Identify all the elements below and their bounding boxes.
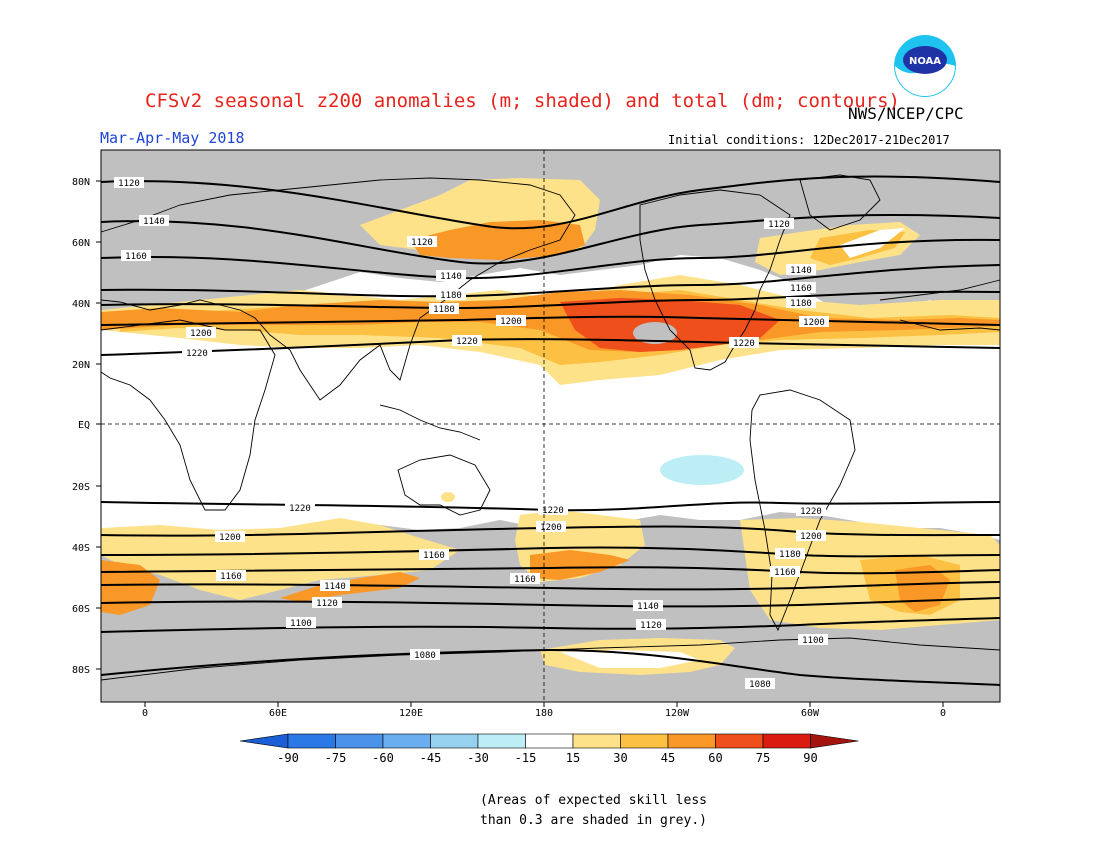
colorbar-arrow-low	[239, 733, 289, 749]
skill-note: (Areas of expected skill less than 0.3 a…	[480, 791, 707, 831]
colorbar-swatch	[667, 733, 716, 749]
colorbar-label: 75	[756, 751, 770, 765]
contour-label: 1220	[733, 339, 755, 349]
contour-label: 1140	[790, 266, 812, 276]
colorbar-swatch	[287, 733, 336, 749]
lon-label: 0	[940, 708, 946, 719]
colorbar-label: 60	[708, 751, 722, 765]
colorbar-swatch	[525, 733, 574, 749]
colorbar-label: -30	[467, 751, 489, 765]
contour-label: 1160	[423, 551, 445, 561]
colorbar-swatch	[477, 733, 526, 749]
colorbar-label: -45	[420, 751, 442, 765]
lon-label: 120W	[665, 708, 690, 719]
contour-label: 1220	[289, 504, 311, 514]
contour-label: 1200	[500, 317, 522, 327]
lat-label: 60S	[72, 604, 90, 615]
contour-label: 1220	[800, 507, 822, 517]
contour-label: 1160	[220, 572, 242, 582]
contour-label: 1220	[456, 337, 478, 347]
colorbar-label: -75	[325, 751, 347, 765]
contour-label: 1160	[125, 252, 147, 262]
contour-label: 1120	[768, 220, 790, 230]
contour-label: 1120	[118, 179, 140, 189]
season-label: Mar-Apr-May 2018	[100, 129, 245, 147]
lat-label: 80N	[72, 177, 90, 188]
lat-label: 60N	[72, 238, 90, 249]
contour-label: 1080	[414, 651, 436, 661]
colorbar-arrow-high	[810, 733, 859, 749]
initial-conditions-label: Initial conditions: 12Dec2017-21Dec2017	[668, 133, 950, 147]
contour-label: 1200	[190, 329, 212, 339]
contour-label: 1180	[790, 299, 812, 309]
contour-label: 1220	[186, 349, 208, 359]
lat-label: 20N	[72, 360, 90, 371]
contour-label: 1200	[800, 532, 822, 542]
colorbar-swatch	[762, 733, 811, 749]
noaa-logo: NOAA	[894, 35, 956, 97]
contour-label: 1180	[433, 305, 455, 315]
contour-label: 1200	[803, 318, 825, 328]
colorbar-swatch	[715, 733, 764, 749]
agency-label: NWS/NCEP/CPC	[848, 104, 964, 123]
lon-label: 60E	[269, 708, 287, 719]
chart-title: CFSv2 seasonal z200 anomalies (m; shaded…	[145, 90, 900, 112]
contour-labels: 1120 1140 1160 1200 1220 1120 1140 1180 …	[114, 177, 829, 690]
skill-note-line1: (Areas of expected skill less	[480, 793, 707, 808]
colorbar-label: 15	[566, 751, 580, 765]
contour-label: 1180	[440, 291, 462, 301]
longitude-axis: 0 60E 120E 180 120W 60W 0	[142, 702, 946, 719]
contour-label: 1140	[324, 582, 346, 592]
contour-label: 1220	[542, 506, 564, 516]
height-contours	[100, 175, 1001, 686]
colorbar-swatch	[572, 733, 621, 749]
contour-label: 1160	[790, 284, 812, 294]
contour-label: 1120	[640, 621, 662, 631]
contour-label: 1140	[143, 217, 165, 227]
contour-label: 1200	[540, 523, 562, 533]
colorbar-label: 45	[661, 751, 675, 765]
continent-outlines	[100, 174, 1001, 681]
contour-label: 1200	[219, 533, 241, 543]
contour-label: 1160	[514, 575, 536, 585]
colorbar-swatch	[382, 733, 431, 749]
colorbar-swatch	[620, 733, 669, 749]
contour-label: 1120	[316, 599, 338, 609]
lon-label: 180	[535, 708, 553, 719]
colorbar-label: -60	[372, 751, 394, 765]
lat-label: 20S	[72, 482, 90, 493]
contour-label: 1100	[802, 636, 824, 646]
contour-label: 1080	[749, 680, 771, 690]
colorbar-label: -90	[277, 751, 299, 765]
contour-label: 1140	[440, 272, 462, 282]
colorbar-swatch	[335, 733, 384, 749]
lon-label: 0	[142, 708, 148, 719]
lat-label: 80S	[72, 665, 90, 676]
lon-label: 60W	[801, 708, 820, 719]
lat-label: 40S	[72, 543, 90, 554]
contour-label: 1160	[774, 568, 796, 578]
noaa-logo-text: NOAA	[909, 56, 941, 67]
contour-label: 1120	[411, 238, 433, 248]
map-frame	[100, 149, 1001, 703]
contour-label: 1140	[637, 602, 659, 612]
lat-label: 40N	[72, 299, 90, 310]
lat-label: EQ	[78, 420, 90, 431]
colorbar: -90 -75 -60 -45 -30 -15 15 30 45 60 75 90	[239, 733, 859, 765]
latitude-axis: 80N 60N 40N 20N EQ 20S 40S 60S 80S	[72, 177, 101, 676]
colorbar-swatch	[430, 733, 479, 749]
colorbar-label: -15	[515, 751, 537, 765]
contour-label: 1180	[779, 550, 801, 560]
contour-label: 1100	[290, 619, 312, 629]
colorbar-label: 90	[803, 751, 817, 765]
lon-label: 120E	[399, 708, 423, 719]
skill-note-line2: than 0.3 are shaded in grey.)	[480, 813, 707, 828]
colorbar-label: 30	[613, 751, 627, 765]
